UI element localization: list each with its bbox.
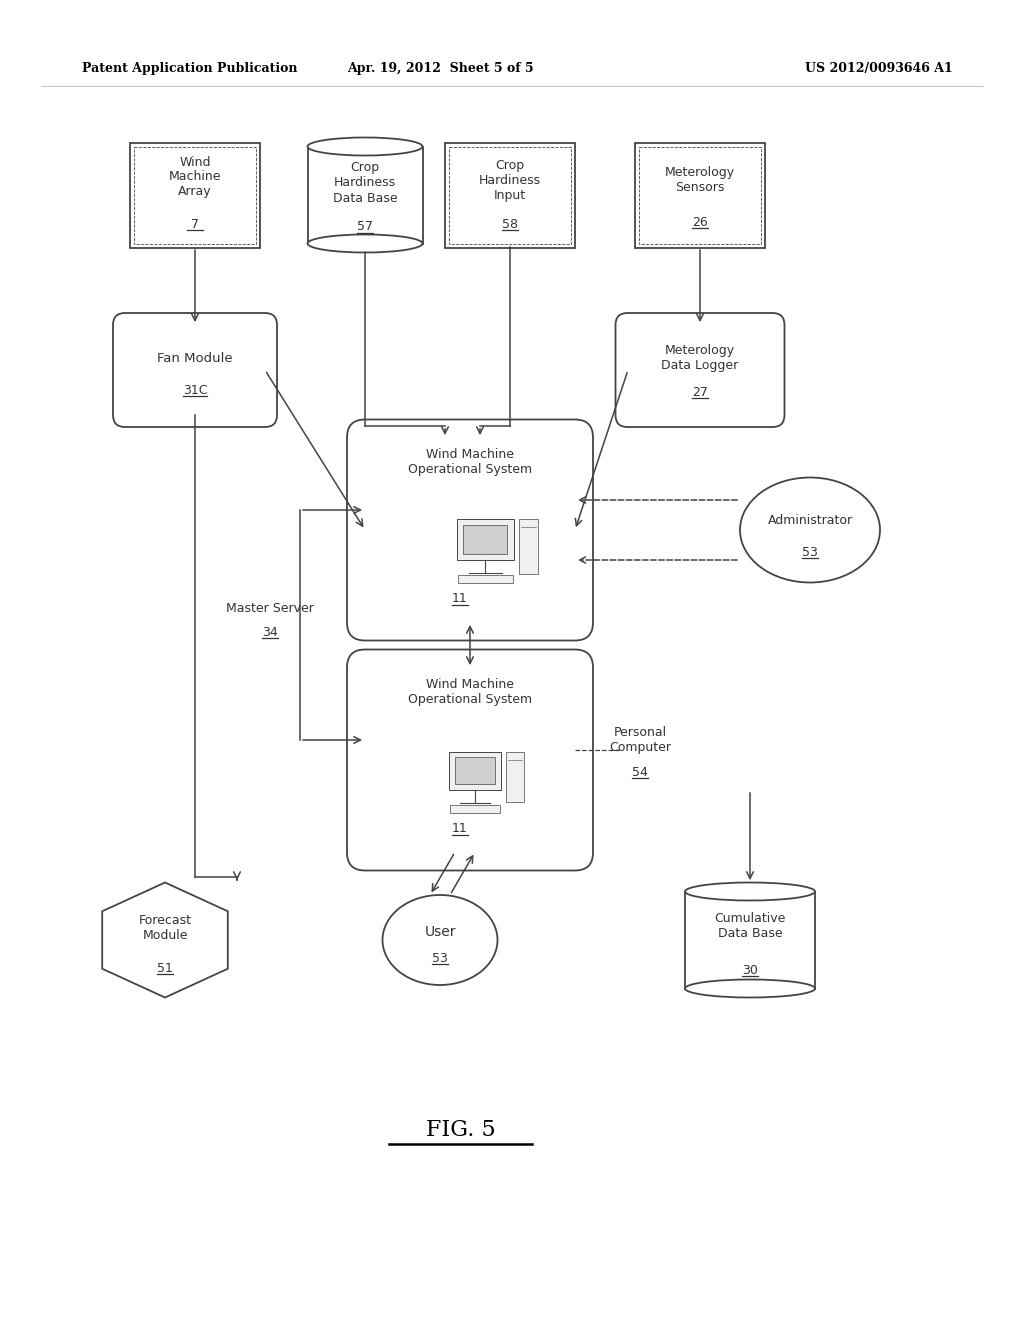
FancyBboxPatch shape bbox=[347, 420, 593, 640]
Text: Meterology
Data Logger: Meterology Data Logger bbox=[662, 345, 738, 372]
Bar bbox=[463, 525, 507, 554]
Text: 30: 30 bbox=[742, 964, 758, 977]
Bar bbox=[455, 756, 495, 784]
Text: 51: 51 bbox=[157, 961, 173, 974]
Bar bbox=[449, 752, 501, 789]
Text: Meterology
Sensors: Meterology Sensors bbox=[665, 166, 735, 194]
Text: Personal
Computer: Personal Computer bbox=[609, 726, 671, 754]
Bar bbox=[445, 143, 575, 248]
Text: 31C: 31C bbox=[182, 384, 207, 396]
Text: User: User bbox=[424, 925, 456, 939]
Text: 53: 53 bbox=[432, 952, 447, 965]
Bar bbox=[134, 147, 256, 243]
Ellipse shape bbox=[307, 235, 423, 252]
Text: 11: 11 bbox=[453, 821, 468, 834]
Text: Master Server: Master Server bbox=[226, 602, 314, 615]
Text: 57: 57 bbox=[357, 220, 373, 234]
Text: Cumulative
Data Base: Cumulative Data Base bbox=[715, 912, 785, 940]
Bar bbox=[518, 519, 538, 574]
Ellipse shape bbox=[383, 895, 498, 985]
Text: Patent Application Publication: Patent Application Publication bbox=[82, 62, 297, 75]
Text: Crop
Hardiness
Data Base: Crop Hardiness Data Base bbox=[333, 161, 397, 205]
Text: US 2012/0093646 A1: US 2012/0093646 A1 bbox=[805, 62, 952, 75]
Polygon shape bbox=[685, 891, 815, 989]
Bar bbox=[450, 805, 500, 813]
Text: Crop
Hardiness
Input: Crop Hardiness Input bbox=[479, 158, 541, 202]
Polygon shape bbox=[102, 883, 227, 998]
Bar bbox=[130, 143, 260, 248]
Bar bbox=[639, 147, 761, 243]
Bar bbox=[457, 519, 513, 560]
Text: 53: 53 bbox=[802, 545, 818, 558]
Text: 27: 27 bbox=[692, 385, 708, 399]
Text: 26: 26 bbox=[692, 216, 708, 230]
Text: Wind
Machine
Array: Wind Machine Array bbox=[169, 156, 221, 198]
Text: 54: 54 bbox=[632, 766, 648, 779]
Bar bbox=[458, 576, 512, 583]
Ellipse shape bbox=[740, 478, 880, 582]
Text: Forecast
Module: Forecast Module bbox=[138, 913, 191, 942]
Text: 58: 58 bbox=[502, 219, 518, 231]
Text: 11: 11 bbox=[453, 591, 468, 605]
Bar bbox=[449, 147, 571, 243]
Text: Administrator: Administrator bbox=[767, 513, 853, 527]
Text: Wind Machine
Operational System: Wind Machine Operational System bbox=[408, 447, 532, 477]
FancyBboxPatch shape bbox=[113, 313, 278, 426]
FancyBboxPatch shape bbox=[615, 313, 784, 426]
Text: Apr. 19, 2012  Sheet 5 of 5: Apr. 19, 2012 Sheet 5 of 5 bbox=[347, 62, 534, 75]
Ellipse shape bbox=[685, 979, 815, 998]
Text: FIG. 5: FIG. 5 bbox=[426, 1119, 496, 1140]
Bar bbox=[506, 752, 524, 803]
Polygon shape bbox=[307, 147, 423, 243]
FancyBboxPatch shape bbox=[347, 649, 593, 870]
Bar bbox=[635, 143, 765, 248]
Ellipse shape bbox=[307, 137, 423, 156]
Text: Wind Machine
Operational System: Wind Machine Operational System bbox=[408, 678, 532, 706]
Ellipse shape bbox=[685, 883, 815, 900]
Text: Fan Module: Fan Module bbox=[158, 351, 232, 364]
Text: 7: 7 bbox=[191, 219, 199, 231]
Text: 34: 34 bbox=[262, 626, 278, 639]
